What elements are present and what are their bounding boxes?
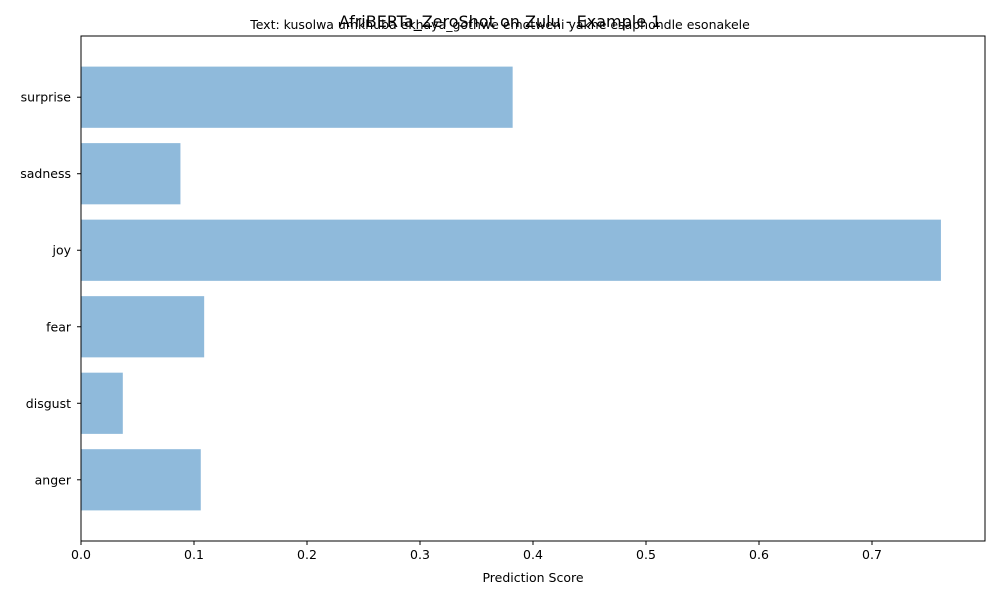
- y-axis-ticks: anger disgust fear joy sadness surprise: [20, 90, 81, 487]
- x-tick-label: 0.5: [636, 547, 656, 562]
- x-tick-label: 0.4: [523, 547, 543, 562]
- bar-joy: [81, 219, 941, 281]
- y-tick-label: sadness: [20, 166, 71, 181]
- y-tick-label: surprise: [21, 90, 72, 105]
- x-tick-label: 0.0: [71, 547, 91, 562]
- x-tick-label: 0.6: [749, 547, 769, 562]
- y-tick-label: fear: [46, 319, 72, 334]
- bars-layer: [81, 66, 941, 511]
- bar-fear: [81, 296, 205, 358]
- x-tick-label: 0.3: [410, 547, 430, 562]
- x-tick-label: 0.2: [297, 547, 317, 562]
- bar-surprise: [81, 66, 513, 128]
- bar-sadness: [81, 143, 181, 205]
- x-tick-label: 0.7: [862, 547, 882, 562]
- y-tick-label: anger: [35, 472, 72, 487]
- y-tick-label: joy: [51, 243, 71, 258]
- bar-disgust: [81, 372, 123, 434]
- x-axis-ticks: 0.0 0.1 0.2 0.3 0.4 0.5 0.6 0.7: [71, 541, 882, 562]
- x-axis-label: Prediction Score: [482, 570, 583, 585]
- y-tick-label: disgust: [26, 396, 71, 411]
- x-tick-label: 0.1: [184, 547, 204, 562]
- bar-anger: [81, 449, 201, 511]
